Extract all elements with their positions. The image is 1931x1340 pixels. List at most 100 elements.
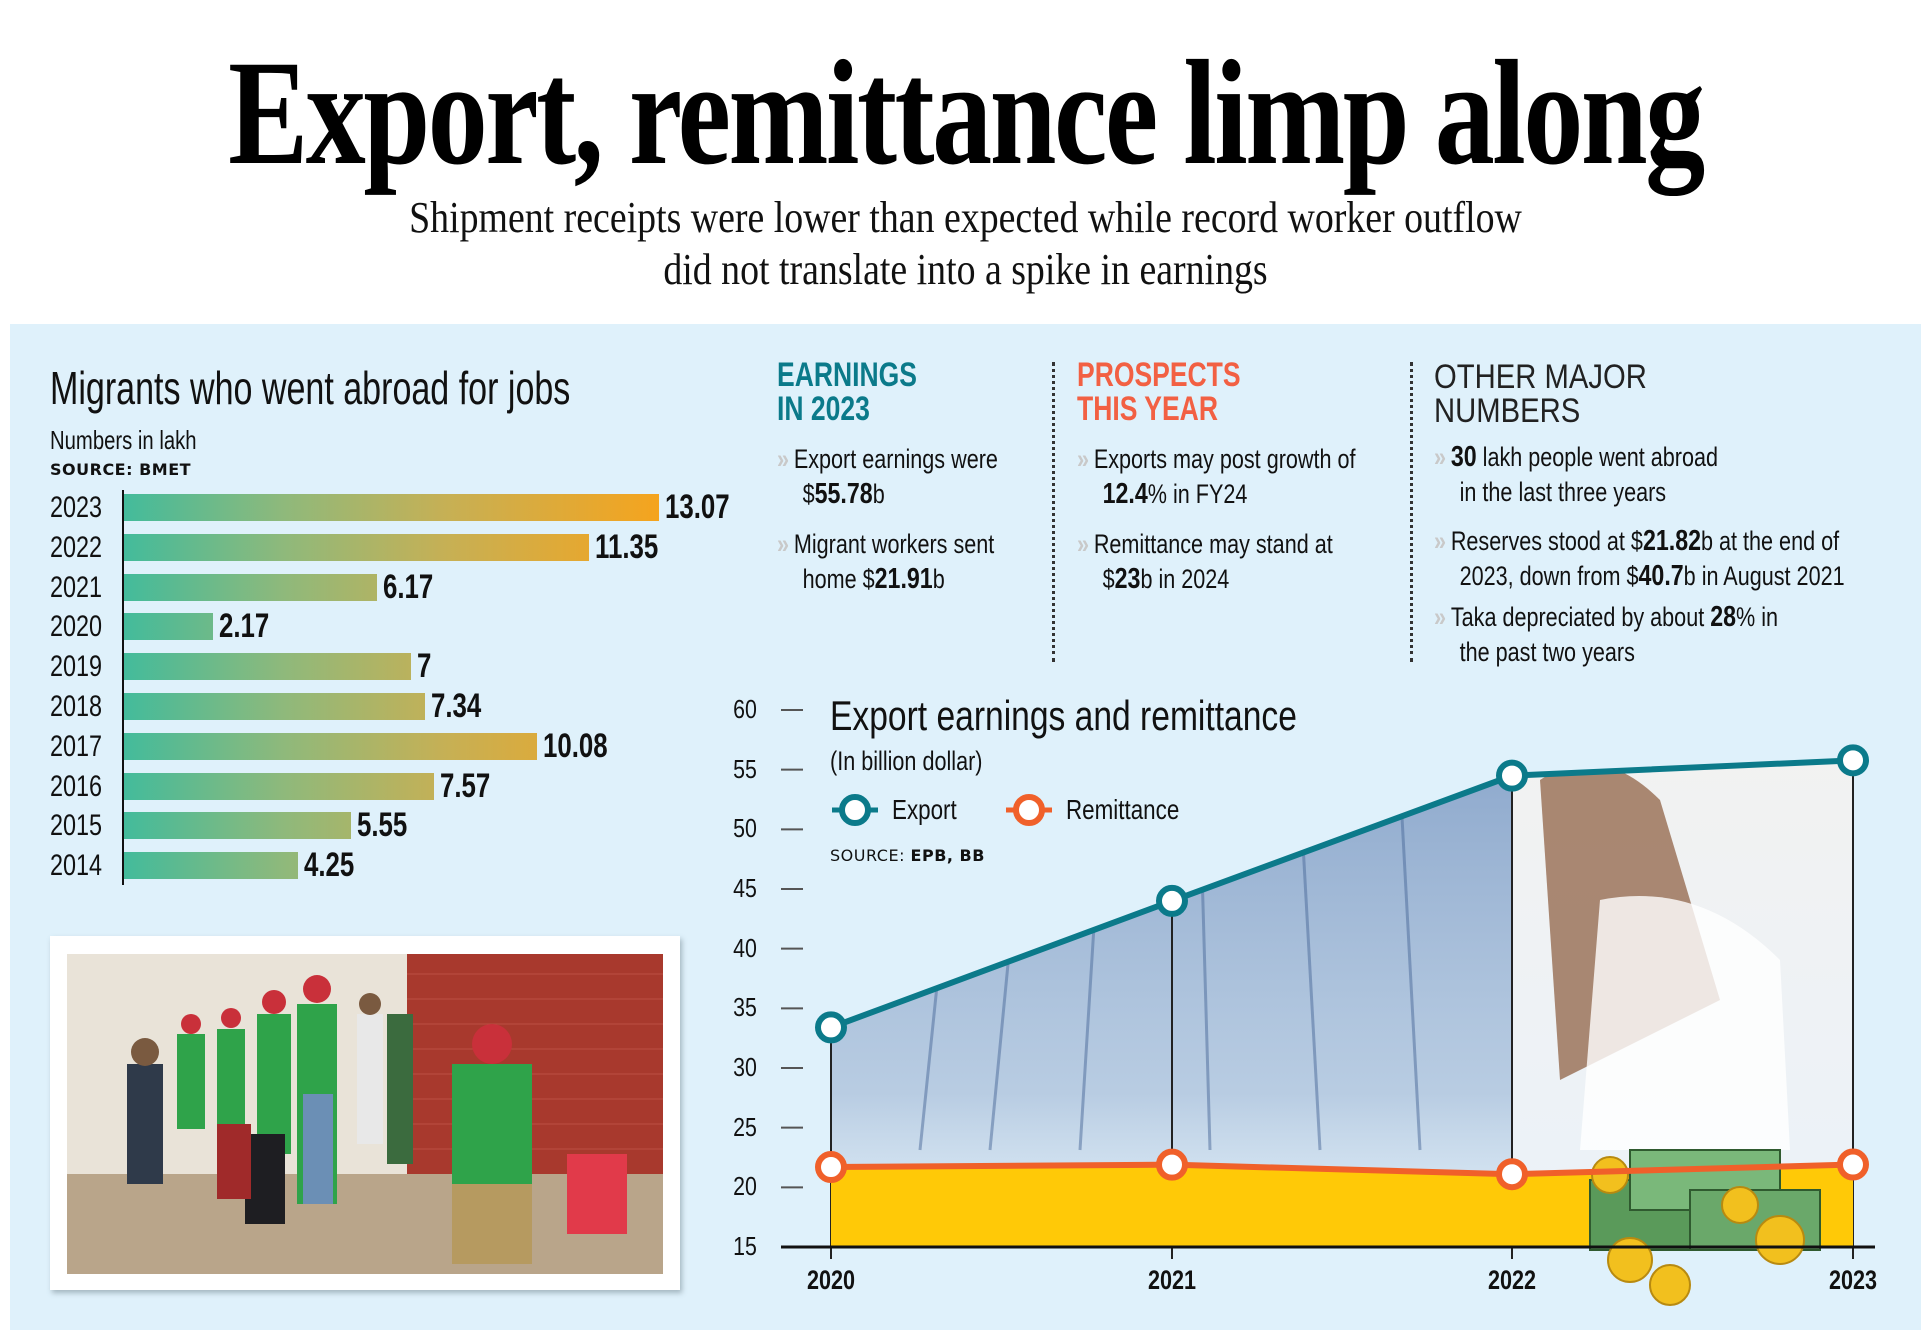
other-item-1: » 30 lakh people went abroad in the last …: [1434, 440, 1718, 510]
ring-marker-icon: [1006, 794, 1052, 826]
export-point: [1837, 744, 1869, 777]
subtitle: Shipment receipts were lower than expect…: [135, 192, 1796, 296]
earnings-item-1-suffix: b: [872, 479, 885, 509]
bar-value-label: 7: [416, 647, 432, 686]
bar: [124, 852, 299, 880]
bar-category-label: 2016: [50, 769, 103, 803]
other-item-3-l1-post: % in: [1736, 602, 1779, 632]
bar-value-label: 4.25: [304, 846, 355, 885]
bar-value-label: 6.17: [382, 567, 433, 606]
bar: [124, 653, 411, 681]
bar-category-label: 2019: [50, 650, 103, 684]
bar-category-label: 2018: [50, 690, 103, 723]
bar-category-label: 2023: [50, 491, 103, 524]
bar: [124, 772, 434, 800]
bar-value-label: 13.07: [665, 488, 730, 526]
other-item-2-l1-post: b at the end of: [1701, 526, 1840, 556]
earnings-item-1-value: 55.78: [814, 478, 873, 510]
remittance-line: [830, 1161, 1854, 1178]
legend-export-label: Export: [892, 794, 957, 825]
remittance-point: [1156, 1148, 1188, 1181]
x-tick-label: 2023: [1828, 1265, 1878, 1295]
other-item-1-l2: in the last three years: [1459, 477, 1667, 507]
other-item-1-value: 30: [1450, 441, 1477, 473]
other-item-2-l1-pre: Reserves stood at $: [1450, 526, 1643, 556]
other-item-2: » Reserves stood at $21.82b at the end of…: [1434, 524, 1845, 594]
bar-value-label: 7.34: [430, 687, 481, 725]
y-tick-label: 55: [733, 753, 757, 784]
bar-category-label: 2020: [50, 610, 103, 644]
bar: [124, 693, 425, 720]
export-point: [1496, 759, 1528, 792]
prospects-item-2-value: 23: [1114, 563, 1141, 595]
y-tick-label: 40: [733, 932, 757, 963]
bar-category-label: 2021: [50, 570, 103, 604]
line-chart-subtitle: (In billion dollar): [830, 746, 983, 776]
export-line: [829, 757, 1854, 1031]
y-tick-label: 25: [733, 1111, 757, 1142]
subtitle-line-2: did not translate into a spike in earnin…: [663, 245, 1268, 294]
other-item-2-value-1: 21.82: [1642, 525, 1701, 557]
bar-chart-title: Migrants who went abroad for jobs: [50, 362, 571, 414]
y-tick-label: 30: [733, 1052, 757, 1082]
y-tick-label: 20: [733, 1171, 757, 1202]
bar: [124, 573, 377, 601]
y-tick-label: 60: [733, 694, 757, 724]
earnings-item-1-text: Export earnings were: [793, 444, 998, 474]
earnings-heading-line-2: IN 2023: [777, 390, 870, 428]
earnings-item-2-suffix: b: [932, 564, 945, 594]
money-stack-coins-icon: [1589, 1149, 1821, 1306]
other-item-3-value: 28: [1710, 601, 1737, 633]
bar-chart-source: SOURCE: BMET: [50, 460, 192, 479]
bar-category-label: 2017: [50, 729, 103, 763]
line-chart-series: [781, 744, 1875, 1249]
export-point: [815, 1011, 847, 1044]
photo-illustration: [67, 954, 663, 1274]
other-heading-line-2: NUMBERS: [1434, 392, 1581, 430]
bar: [124, 812, 352, 840]
bar-value-label: 11.35: [594, 527, 659, 566]
photo-migrant-workers-queue: [67, 954, 663, 1274]
y-tick-label: 35: [733, 992, 757, 1023]
y-tick-label: 15: [733, 1231, 757, 1261]
other-heading: OTHER MAJOR NUMBERS: [1434, 360, 1647, 428]
other-item-2-value-2: 40.7: [1638, 560, 1684, 592]
prospects-heading-line-1: PROSPECTS: [1077, 356, 1241, 394]
bar-category-label: 2015: [50, 809, 103, 843]
bar: [124, 732, 537, 760]
bar-category-label: 2022: [50, 530, 103, 564]
prospects-item-2-text: Remittance may stand at: [1093, 529, 1333, 559]
earnings-heading-line-1: EARNINGS: [777, 356, 917, 394]
other-item-2-l2-post: b in August 2021: [1683, 561, 1845, 591]
earnings-item-2-text: Migrant workers sent: [793, 529, 995, 559]
prospects-item-1-suffix: % in FY24: [1147, 479, 1248, 509]
prospects-item-1-value: 12.4: [1102, 478, 1148, 510]
subtitle-line-1: Shipment receipts were lower than expect…: [409, 193, 1522, 242]
line-chart-source-names: EPB, BB: [910, 846, 985, 865]
x-tick-label: 2021: [1147, 1265, 1197, 1295]
headline: Export, remittance limp along: [228, 30, 1705, 196]
earnings-heading: EARNINGS IN 2023: [777, 358, 917, 426]
remittance-point: [1496, 1158, 1528, 1191]
prospects-item-1: » Exports may post growth of 12.4% in FY2…: [1077, 442, 1356, 512]
other-heading-line-1: OTHER MAJOR: [1434, 358, 1647, 396]
prospects-heading: PROSPECTS THIS YEAR: [1077, 358, 1241, 426]
prospects-heading-line-2: THIS YEAR: [1077, 390, 1218, 428]
remittance-point: [815, 1151, 847, 1184]
bar-chart-axis: [122, 490, 124, 885]
export-point: [1156, 884, 1188, 917]
ring-marker-icon: [832, 794, 878, 826]
x-tick-label: 2022: [1487, 1265, 1537, 1295]
earnings-item-1-prefix: $: [802, 479, 815, 509]
prospects-item-1-text: Exports may post growth of: [1093, 444, 1356, 474]
y-tick-label: 50: [733, 813, 757, 844]
bar: [124, 533, 589, 561]
x-tick-label: 2020: [806, 1265, 856, 1295]
other-item-2-l2-pre: 2023, down from $: [1459, 561, 1639, 591]
bar-value-label: 10.08: [542, 726, 608, 765]
prospects-item-2-prefix: $: [1102, 564, 1115, 594]
other-item-3: » Taka depreciated by about 28% in the pa…: [1434, 600, 1778, 670]
bar: [124, 613, 213, 641]
earnings-item-2-prefix: home $: [802, 564, 875, 594]
